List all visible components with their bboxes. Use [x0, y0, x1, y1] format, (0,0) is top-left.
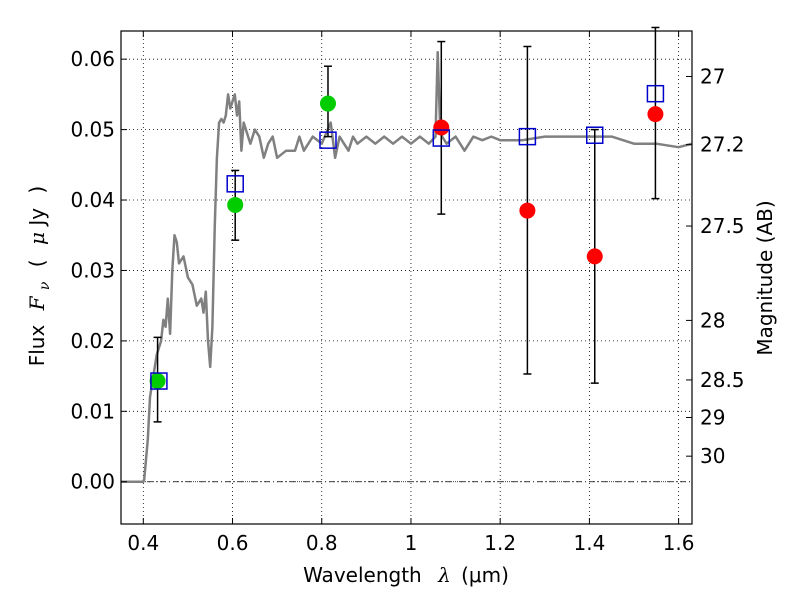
y-tick-label: 0.00	[70, 470, 115, 494]
data-point-square	[150, 372, 168, 390]
x-tick-label: 0.8	[306, 531, 338, 555]
data-point-circle	[433, 119, 450, 136]
data-point-square	[518, 127, 537, 146]
x-tick-label: 0.4	[127, 531, 159, 555]
magnitude-tick-label: 27.2	[700, 133, 745, 157]
y-tick-label: 0.05	[70, 118, 115, 142]
x-axis-label-unit: (μm)	[461, 563, 509, 587]
x-tick-label: 1.6	[663, 531, 695, 555]
grid-lines	[121, 31, 692, 524]
magnitude-tick-label: 27.5	[700, 214, 745, 238]
x-tick-label: 0.6	[217, 531, 249, 555]
y-axis-label-subscript: ν	[37, 281, 53, 290]
magnitude-tick-label: 27	[700, 64, 725, 88]
y-axis-label-unit-open: (	[25, 259, 49, 267]
y-axis-label: Flux F ν ( μ Jy )	[25, 186, 54, 367]
magnitude-axis-label: Magnitude (AB)	[753, 200, 777, 355]
model-spectrum-line	[121, 50, 693, 483]
error-bars	[153, 26, 660, 423]
data-point-circle	[319, 95, 336, 112]
x-axis-label-symbol: λ	[437, 563, 451, 587]
y-axis-label-unit-mu: μ	[25, 232, 49, 245]
data-point-square	[646, 84, 665, 103]
y-axis-label-text: Flux	[25, 325, 49, 367]
magnitude-tick-label: 28.5	[700, 368, 745, 392]
data-point-circle	[227, 196, 244, 213]
x-tick-label: 1.2	[484, 531, 516, 555]
data-point-square	[226, 175, 244, 193]
y-axis-label-symbol: F	[25, 295, 49, 311]
y-tick-label: 0.06	[70, 47, 115, 71]
y-tick-label: 0.04	[70, 188, 115, 212]
x-tick-label: 1	[405, 531, 418, 555]
y-tick-label: 0.01	[70, 399, 115, 423]
data-point-square	[319, 131, 337, 149]
y-axis-label-unit: Jy	[25, 208, 49, 228]
y-tick-label: 0.02	[70, 329, 115, 353]
magnitude-tick-label: 30	[700, 444, 725, 468]
y-axis-label-unit-close: )	[25, 186, 49, 194]
data-point-circle	[647, 106, 664, 123]
data-point-circle	[586, 248, 603, 265]
data-point-circle	[149, 373, 166, 390]
x-tick-label: 1.4	[573, 531, 605, 555]
magnitude-tick-label: 29	[700, 406, 725, 430]
magnitude-tick-label: 28	[700, 308, 725, 332]
data-point-square	[586, 126, 604, 144]
data-markers	[149, 84, 665, 390]
data-point-square	[432, 129, 451, 147]
plot-frame	[120, 30, 693, 525]
y-tick-label: 0.03	[70, 258, 115, 282]
data-point-circle	[519, 202, 536, 219]
axis-ticks: 0.4 0.6 0.8 1 1.2 1.4 1.6 0.00 0.01 0.02 0.03 0.04 0…	[70, 31, 745, 555]
x-axis-label: Wavelength λ (μm)	[303, 563, 509, 587]
x-axis-label-text: Wavelength	[303, 563, 422, 587]
model-spectrum	[121, 50, 693, 483]
